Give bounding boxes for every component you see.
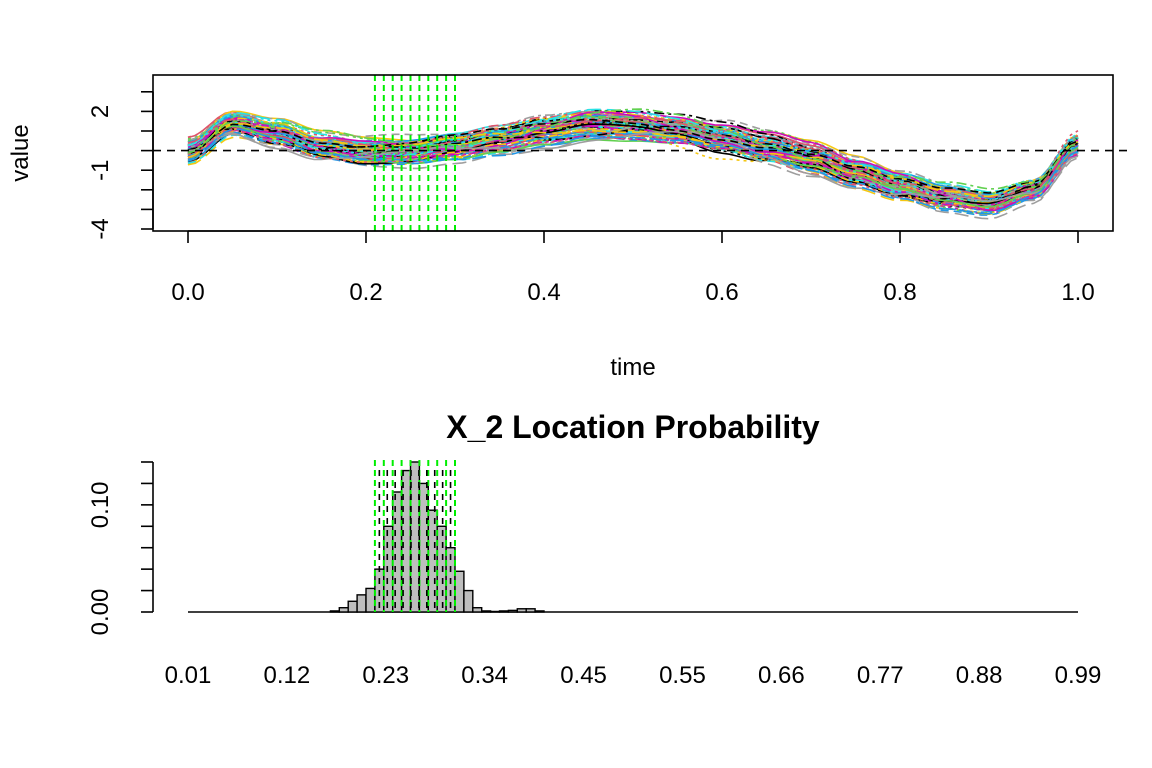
histogram-bar [427,509,438,613]
x-tick-label: 0.12 [264,662,311,689]
series-curve [187,118,1079,194]
top-y-axis: 2 -1 -4 [87,91,154,240]
bottom-x-axis: 0.01 0.12 0.23 0.34 0.45 0.55 0.66 0.77 0.88 0.99 [165,662,1102,689]
x-tick-label: 1.0 [1061,279,1094,306]
series-curve [187,108,1079,190]
x-tick-label: 0.88 [956,662,1003,689]
histogram-bar [392,491,403,613]
histogram-bars-group [188,461,1078,613]
histogram-bar [525,608,536,613]
x-tick-label: 0.99 [1055,662,1102,689]
histogram-bar [356,594,367,613]
histogram-bar [507,609,518,613]
x-tick-label: 0.45 [560,662,607,689]
series-curve [187,124,1079,198]
top-x-axis-title: time [610,354,655,381]
x-tick-label: 0.34 [461,662,508,689]
y-tick-label: 2 [87,105,114,118]
histogram-bar [338,607,349,613]
x-tick-label: 0.55 [659,662,706,689]
histogram-bar [365,587,376,613]
top-y-axis-title: value [7,124,34,181]
x-tick-label: 0.01 [165,662,212,689]
series-curve [187,122,1079,198]
series-curve [187,110,1079,202]
top-highlight-group [373,75,456,231]
histogram-bar [454,570,465,613]
x-tick-label: 0.8 [883,279,916,306]
bottom-panel: X_2 Location Probability 0.01 0.12 0.23 0.3… [87,409,1101,689]
histogram-bar [498,610,510,613]
histogram-bar [436,525,447,613]
top-x-axis: 0.0 0.2 0.4 0.6 0.8 1.0 [171,230,1095,306]
series-curve [187,128,1079,210]
histogram-bar [489,610,501,613]
series-curve [187,125,1079,202]
y-tick-label: 0.00 [87,589,114,636]
x-tick-label: 0.66 [758,662,805,689]
histogram-bar [481,610,492,613]
histogram-bar [409,461,421,613]
x-tick-label: 0.0 [171,279,204,306]
x-tick-label: 0.23 [362,662,409,689]
y-tick-label: 0.10 [87,481,114,528]
series-curve [187,116,1079,198]
y-tick-label: -1 [87,160,114,181]
bottom-y-axis: 0.00 0.10 [87,461,154,636]
x-tick-label: 0.2 [349,279,382,306]
top-panel: 0.0 0.2 0.4 0.6 0.8 1.0 2 -1 -4 time value [7,74,1130,381]
x-tick-label: 0.6 [705,279,738,306]
bottom-plot-title: X_2 Location Probability [446,409,820,445]
series-curve [187,128,1079,215]
histogram-bar [534,610,545,613]
histogram-bar [347,600,358,613]
x-tick-label: 0.77 [857,662,904,689]
histogram-bar [516,608,527,613]
bottom-highlight-group [373,460,456,612]
series-curve [187,114,1079,195]
top-curves-group [187,108,1079,220]
histogram-bar [463,589,474,613]
histogram-bar [383,525,394,613]
x-tick-label: 0.4 [527,279,560,306]
histogram-bar [329,610,340,613]
y-tick-label: -4 [87,218,114,239]
histogram-bar [472,607,483,613]
series-curve [187,129,1079,212]
